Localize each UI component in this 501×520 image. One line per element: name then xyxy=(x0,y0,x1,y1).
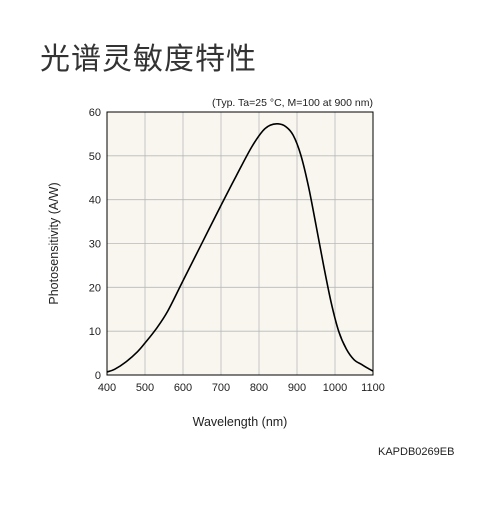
y-tick-label: 50 xyxy=(89,151,101,163)
x-tick-label: 600 xyxy=(174,382,192,394)
x-tick-label: 800 xyxy=(250,382,268,394)
figure-code: KAPDB0269EB xyxy=(378,446,455,458)
x-tick-label: 400 xyxy=(98,382,116,394)
y-tick-label: 60 xyxy=(89,107,101,119)
y-tick-label: 20 xyxy=(89,282,101,294)
x-tick-label: 1000 xyxy=(323,382,347,394)
x-tick-label: 700 xyxy=(212,382,230,394)
y-tick-label: 30 xyxy=(89,239,101,251)
x-tick-label: 900 xyxy=(288,382,306,394)
x-axis-label: Wavelength (nm) xyxy=(193,415,288,429)
y-tick-label: 40 xyxy=(89,195,101,207)
x-tick-label: 500 xyxy=(136,382,154,394)
x-tick-label: 1100 xyxy=(361,382,385,394)
measurement-condition: (Typ. Ta=25 °C, M=100 at 900 nm) xyxy=(212,97,373,109)
plot-frame xyxy=(106,111,374,376)
x-tick-labels: 400 500 600 700 800 900 1000 1100 xyxy=(98,382,385,394)
page-title: 光谱灵敏度特性 xyxy=(40,42,257,77)
y-axis-label: Photosensitivity (A/W) xyxy=(47,182,61,304)
y-tick-labels: 0 10 20 30 40 50 60 xyxy=(89,107,101,382)
y-tick-label: 0 xyxy=(95,370,101,382)
y-tick-label: 10 xyxy=(89,326,101,338)
photosensitivity-curve xyxy=(106,122,374,373)
